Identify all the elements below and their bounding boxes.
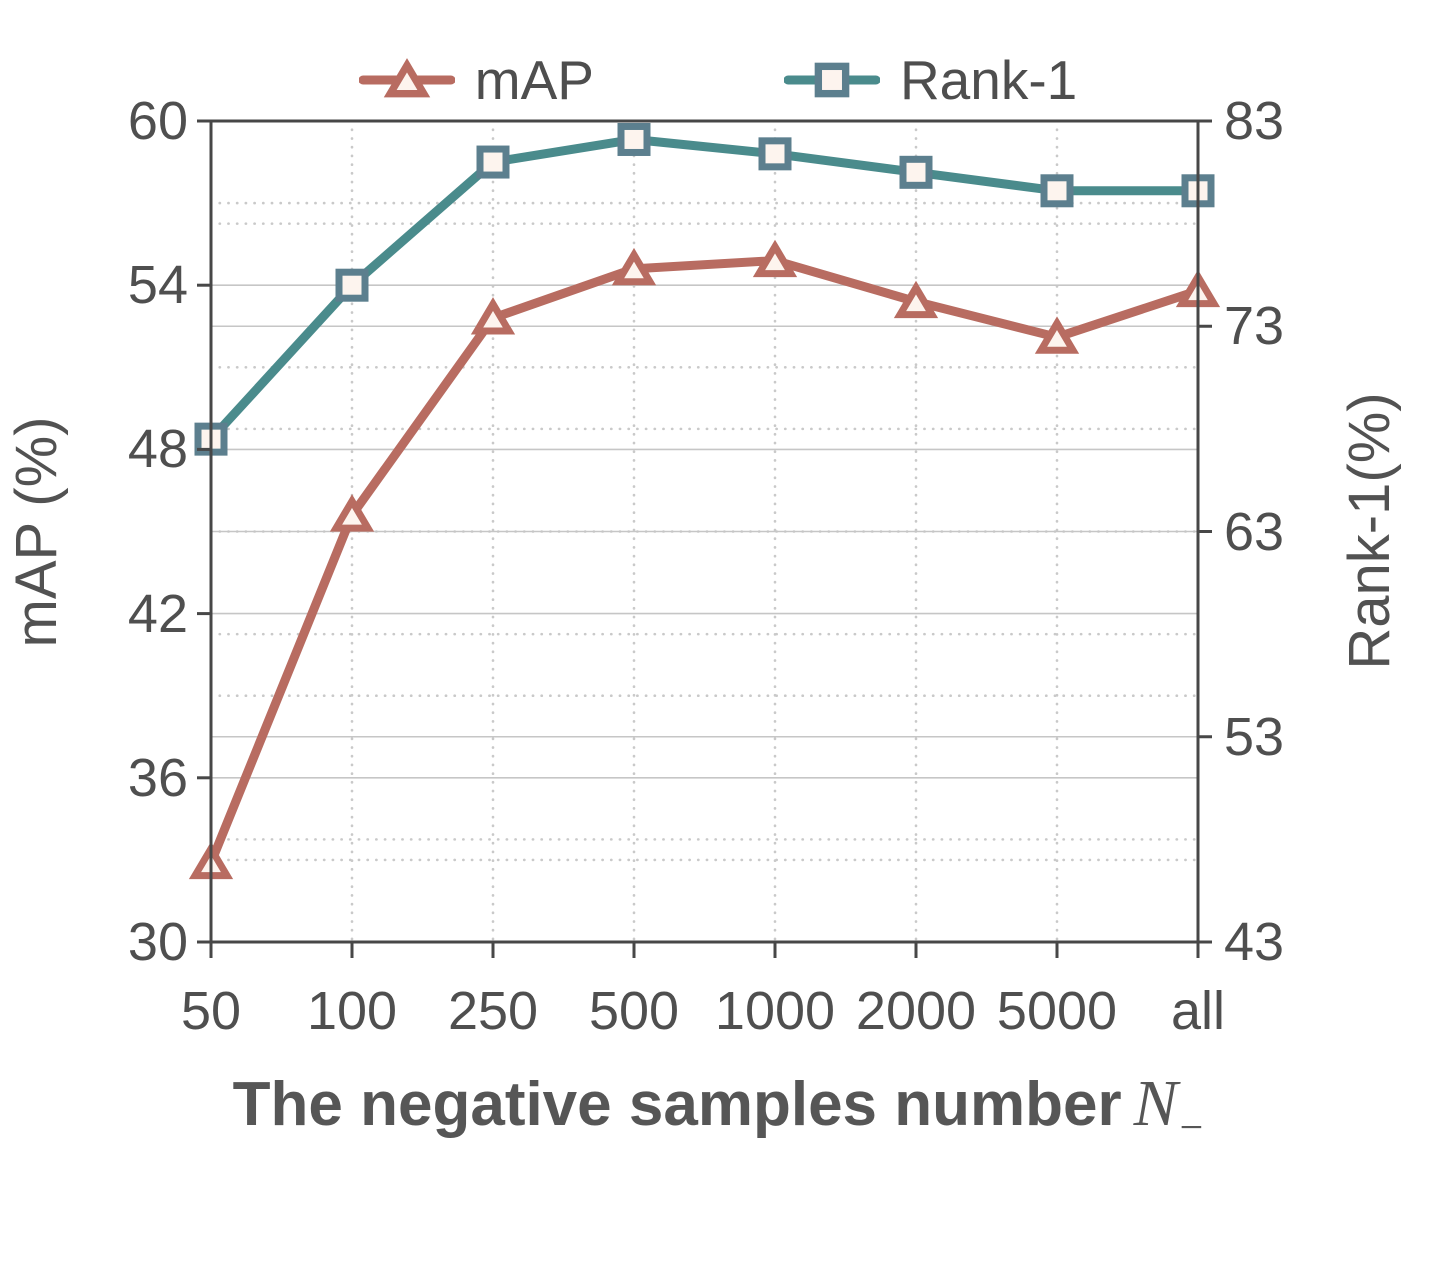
x-axis-title-subscript: − [1179,1105,1204,1151]
x-axis-title-math-n: N [1133,1067,1178,1140]
left-y-tick-label-54: 54 [127,255,188,316]
x-tick-label-1000: 1000 [714,981,836,1041]
left-y-tick-label-60: 60 [127,91,188,151]
x-tick-label-5000: 5000 [996,981,1118,1041]
left-y-tick-label-48: 48 [127,419,188,480]
legend: mAP Rank-1 [0,30,1436,130]
right-y-tick-label-63: 63 [1224,501,1285,562]
right-y-tick-label-73: 73 [1224,296,1285,357]
right-axis-title: Rank-1(%) [1337,392,1402,670]
x-tick-label-2000: 2000 [855,981,977,1041]
x-tick-label-250: 250 [447,981,539,1041]
left-axis-title: mAP (%) [4,416,69,648]
left-y-tick-label-42: 42 [127,583,188,644]
left-y-tick-label-30: 30 [127,912,188,972]
x-tick-label-all: all [1170,981,1226,1041]
x-tick-label-50: 50 [180,981,242,1041]
legend-item-map: mAP [358,47,594,113]
map-triangle-legend-icon [358,58,455,98]
right-y-tick-label-43: 43 [1224,912,1285,972]
legend-label-rank1: Rank-1 [899,49,1078,111]
x-axis-title: The negative samples number N − [0,1066,1436,1151]
right-y-tick-label-53: 53 [1224,706,1285,767]
right-y-tick-label-83: 83 [1224,91,1285,151]
x-tick-label-100: 100 [306,981,398,1041]
rank1-square-legend-icon [783,62,880,98]
legend-label-map: mAP [474,49,594,111]
legend-item-rank1: Rank-1 [783,47,1078,113]
left-y-tick-label-36: 36 [127,747,188,808]
x-axis-title-text: The negative samples number [232,1070,1122,1139]
x-tick-label-500: 500 [588,981,680,1041]
